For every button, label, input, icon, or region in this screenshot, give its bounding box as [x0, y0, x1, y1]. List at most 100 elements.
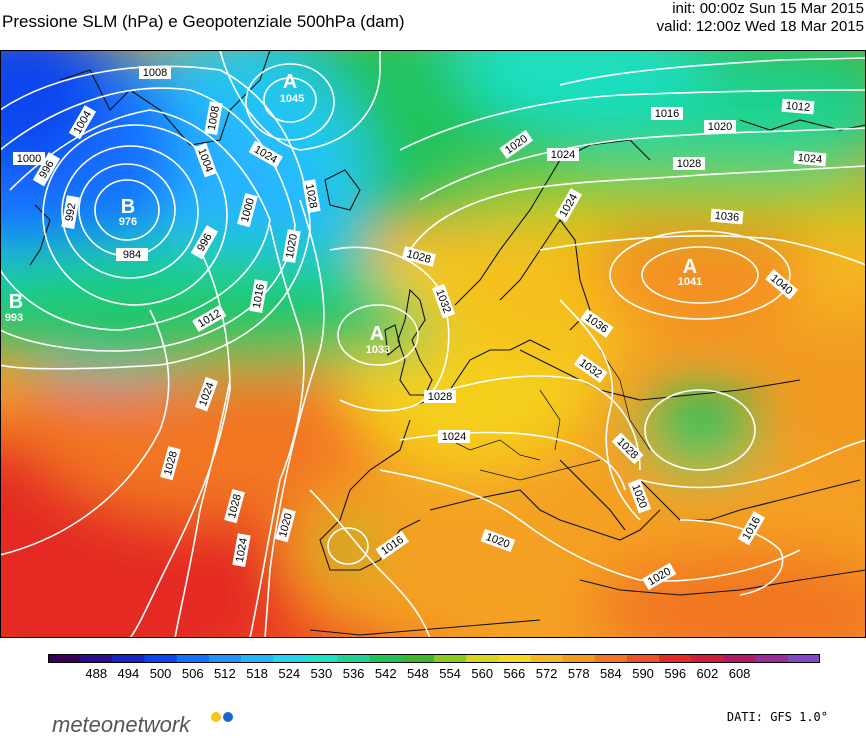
svg-text:A: A — [683, 256, 697, 278]
svg-text:1020: 1020 — [284, 233, 300, 259]
svg-text:1024: 1024 — [551, 149, 575, 161]
colorbar-swatch — [112, 654, 145, 663]
colorbar-tick-label: 560 — [471, 666, 494, 681]
svg-text:992: 992 — [63, 202, 78, 222]
colorbar-tick-label: 506 — [181, 666, 204, 681]
weather-map: 1008 1004 1000 996 992 1004 1008 1024 10… — [0, 50, 866, 638]
pressure-systems: A 1045 B 976 B 993 A 1033 A 1041 — [5, 71, 702, 356]
colorbar-tick-label: 578 — [567, 666, 590, 681]
isobar-label: 984 — [116, 248, 148, 261]
isobar-label: 1016 — [249, 279, 268, 313]
colorbar-swatch — [337, 654, 371, 663]
svg-text:1024: 1024 — [442, 431, 466, 443]
colorbar-tick-label: 518 — [246, 666, 268, 681]
svg-text:1033: 1033 — [366, 344, 390, 356]
isobar-label: 1028 — [673, 157, 705, 170]
high-pressure-center-north: A 1045 — [280, 71, 304, 105]
isobar-label: 1028 — [302, 179, 321, 213]
colorbar-tick-label: 572 — [535, 666, 558, 681]
isobar-label: 1024 — [547, 148, 579, 161]
colorbar-swatch — [273, 654, 306, 663]
svg-text:1028: 1028 — [677, 158, 701, 170]
colorbar-tick-label: 608 — [728, 666, 751, 681]
colorbar-labels: 488 494 500 506 512 518 524 530 536 542 548 554 560 5… — [0, 666, 866, 684]
isobar-label: 1020 — [282, 229, 301, 263]
colorbar-swatch — [498, 654, 531, 663]
isobar-label: 1016 — [651, 107, 683, 120]
brand-logo-text: meteonetwork — [52, 712, 191, 737]
svg-text:976: 976 — [119, 216, 137, 228]
colorbar-swatch — [305, 654, 338, 663]
data-source: DATI: GFS 1.0° — [726, 710, 828, 724]
colorbar-swatch — [562, 654, 596, 663]
isobar-label: 1024 — [438, 430, 470, 443]
svg-text:1016: 1016 — [655, 108, 679, 120]
isobar-label: 1024 — [232, 533, 251, 567]
colorbar-swatch — [434, 654, 467, 663]
colorbar-swatch — [466, 654, 499, 663]
svg-text:1016: 1016 — [251, 283, 267, 309]
colorbar-swatch — [208, 654, 242, 663]
coastlines — [29, 50, 866, 636]
colorbar-tick-label: 530 — [310, 666, 333, 681]
svg-text:1045: 1045 — [280, 93, 304, 105]
svg-text:A: A — [370, 323, 384, 345]
colorbar-tick-label: 590 — [632, 666, 654, 681]
isobar-label — [653, 108, 685, 121]
colorbar-swatch — [659, 654, 692, 663]
svg-text:993: 993 — [5, 312, 23, 324]
colorbar-swatch — [787, 654, 820, 663]
colorbar-swatch — [48, 654, 81, 663]
colorbar-tick-label: 536 — [342, 666, 365, 681]
colorbar-swatch — [530, 654, 564, 663]
isobar-label: 1020 — [704, 120, 736, 133]
isobar-label: 1000 — [13, 152, 45, 165]
isobar-label: 1008 — [139, 66, 171, 79]
isobar-label: 1036 — [710, 208, 744, 225]
colorbar — [48, 654, 820, 663]
svg-text:B: B — [9, 291, 23, 313]
valid-time: valid: 12:00z Wed 18 Mar 2015 — [656, 18, 864, 35]
isobar-label: 992 — [61, 195, 80, 229]
isobars — [0, 50, 866, 638]
colorbar-swatch — [241, 654, 274, 663]
colorbar-swatch — [755, 654, 789, 663]
isobar-label: 1028 — [424, 390, 456, 403]
svg-text:1024: 1024 — [797, 152, 822, 166]
svg-text:1012: 1012 — [785, 100, 810, 114]
colorbar-tick-label: 602 — [696, 666, 719, 681]
high-pressure-center-russia: A 1041 — [678, 256, 702, 288]
high-pressure-center-uk: A 1033 — [366, 323, 390, 356]
colorbar-swatch — [627, 654, 660, 663]
colorbar-tick-label: 584 — [600, 666, 622, 681]
svg-text:1028: 1028 — [428, 391, 452, 403]
colorbar-tick-label: 596 — [664, 666, 687, 681]
isobar-label: 1008 — [204, 101, 223, 135]
isobar-label: 1012 — [781, 98, 815, 115]
brand-logo-dots — [211, 712, 233, 722]
colorbar-tick-label: 554 — [439, 666, 461, 681]
svg-text:1000: 1000 — [17, 153, 41, 165]
colorbar-tick-label: 494 — [117, 666, 140, 681]
colorbar-swatch — [594, 654, 628, 663]
svg-text:984: 984 — [123, 249, 141, 261]
isobar-label: 1024 — [793, 150, 827, 167]
map-title: Pressione SLM (hPa) e Geopotenziale 500h… — [2, 12, 405, 31]
colorbar-tick-label: 566 — [503, 666, 526, 681]
colorbar-swatch — [80, 654, 113, 663]
svg-text:1028: 1028 — [303, 183, 319, 209]
low-pressure-center-west: B 993 — [5, 291, 23, 324]
colorbar-tick-label: 548 — [407, 666, 429, 681]
svg-text:1041: 1041 — [678, 276, 702, 288]
svg-text:1008: 1008 — [206, 105, 222, 131]
isobar-label — [799, 100, 831, 113]
colorbar-swatch — [691, 654, 724, 663]
svg-text:1008: 1008 — [143, 67, 167, 79]
low-pressure-center-greenland: B 976 — [119, 196, 137, 228]
colorbar-swatch — [176, 654, 210, 663]
colorbar-tick-label: 488 — [85, 666, 108, 681]
svg-text:1024: 1024 — [234, 537, 250, 563]
svg-text:A: A — [283, 71, 297, 93]
svg-text:1036: 1036 — [714, 210, 739, 224]
colorbar-swatch — [369, 654, 403, 663]
